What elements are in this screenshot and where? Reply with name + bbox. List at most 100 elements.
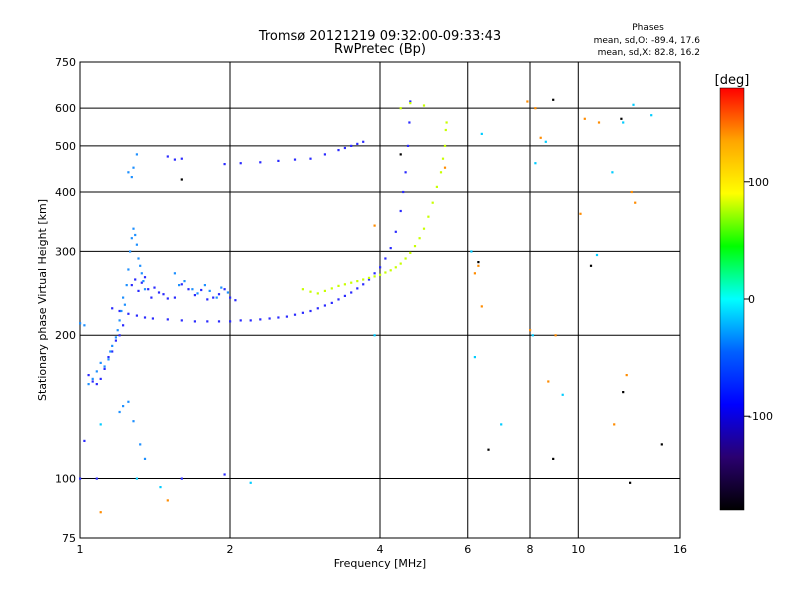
data-point [399, 262, 402, 265]
data-point [173, 296, 176, 299]
data-point [132, 166, 135, 169]
data-point [399, 107, 402, 110]
data-point [114, 339, 117, 342]
data-point [83, 324, 86, 327]
data-point [249, 319, 252, 322]
data-point [343, 283, 346, 286]
data-point [473, 356, 476, 359]
data-point [526, 100, 529, 103]
data-point [193, 320, 196, 323]
data-point [159, 486, 162, 489]
data-point [441, 157, 445, 160]
data-point [589, 264, 593, 267]
data-point [140, 281, 143, 284]
data-point [409, 251, 412, 254]
data-point [135, 477, 138, 480]
data-point [229, 296, 232, 299]
data-point [234, 299, 237, 302]
data-point [500, 423, 503, 426]
data-point [625, 374, 628, 377]
data-point [350, 291, 353, 294]
data-point [544, 140, 547, 143]
x-tick-label: 8 [527, 543, 534, 556]
data-point [127, 268, 130, 271]
colorbar [719, 87, 745, 511]
data-point [337, 284, 340, 287]
data-point [362, 278, 365, 281]
grid-lines [80, 62, 680, 538]
colorbar-ticks: 100 0 -100 [744, 176, 773, 423]
data-point [183, 280, 186, 283]
data-point [180, 178, 183, 181]
data-point [323, 153, 326, 156]
data-point [379, 266, 382, 269]
data-point [137, 257, 140, 260]
data-point [206, 298, 209, 301]
data-point [309, 290, 312, 293]
data-point [630, 190, 633, 194]
data-point [480, 132, 483, 135]
data-point [109, 350, 112, 353]
data-point [103, 367, 106, 370]
data-point [122, 405, 125, 408]
data-point [135, 314, 138, 317]
y-tick-label: 400 [55, 186, 76, 199]
data-point [293, 158, 297, 161]
y-tick-label: 100 [55, 473, 76, 486]
data-point [611, 171, 614, 174]
data-point [215, 296, 218, 299]
data-point [534, 107, 537, 110]
data-point [480, 305, 483, 308]
data-point [389, 269, 392, 272]
data-points [79, 98, 663, 514]
data-point [309, 157, 312, 160]
data-point [122, 296, 125, 299]
data-point [622, 121, 625, 124]
data-point [552, 98, 555, 101]
y-tick-label: 75 [62, 532, 76, 545]
data-point [166, 318, 169, 321]
data-point [547, 380, 550, 383]
data-point [166, 155, 169, 158]
data-point [91, 377, 94, 380]
y-tick-label: 500 [55, 140, 76, 153]
data-point [301, 288, 304, 291]
data-point [139, 443, 142, 446]
data-point [143, 457, 147, 460]
data-point [330, 287, 333, 290]
data-point [180, 477, 183, 480]
data-point [561, 393, 564, 396]
data-point [316, 292, 319, 295]
data-point [125, 284, 128, 287]
data-point [362, 283, 365, 286]
data-point [431, 201, 434, 204]
data-point [394, 266, 397, 269]
x-tick-label: 1 [77, 543, 84, 556]
data-point [217, 293, 221, 296]
data-point [249, 481, 252, 484]
data-point [223, 473, 226, 476]
data-point [118, 410, 121, 414]
data-point [367, 276, 371, 279]
x-tick-label: 6 [464, 543, 471, 556]
data-point [91, 380, 94, 383]
data-point [229, 320, 232, 323]
data-point [389, 247, 392, 250]
data-point [399, 153, 402, 156]
y-tick-label: 200 [55, 329, 76, 342]
x-tick-label: 2 [227, 543, 234, 556]
data-point [130, 237, 133, 240]
data-point [408, 121, 411, 124]
data-point [143, 276, 147, 279]
colorbar-tick-label: -100 [748, 410, 773, 423]
data-point [552, 457, 555, 460]
data-point [404, 171, 407, 174]
data-point [223, 163, 226, 166]
data-point [135, 153, 138, 156]
data-point [166, 499, 169, 502]
data-point [180, 319, 183, 322]
data-point [134, 233, 137, 237]
data-point [477, 261, 480, 264]
data-point [223, 288, 226, 291]
